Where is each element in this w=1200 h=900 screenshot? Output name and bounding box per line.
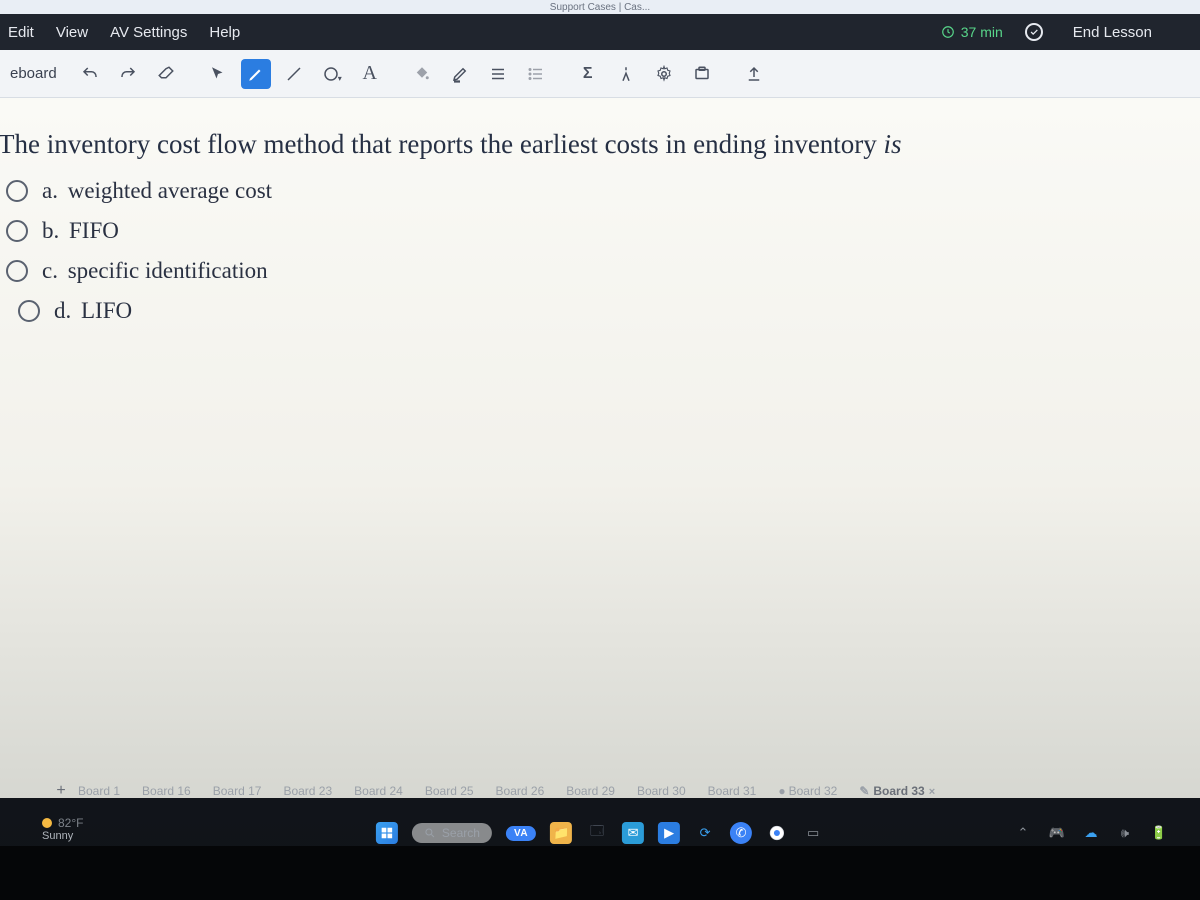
taskbar-app-icon[interactable]: ▶ <box>658 822 680 844</box>
option-a-text: weighted average cost <box>68 178 272 203</box>
taskbar-search[interactable]: Search <box>412 823 492 843</box>
start-button[interactable] <box>376 822 398 844</box>
option-b-letter: b. <box>42 218 59 243</box>
radio-d[interactable] <box>18 300 40 322</box>
option-a: a. weighted average cost <box>6 178 1188 204</box>
taskbar-app-icon[interactable]: ✆ <box>730 822 752 844</box>
radio-a[interactable] <box>6 180 28 202</box>
browser-tab-sliver: Support Cases | Cas... <box>0 0 1200 14</box>
option-c-text: specific identification <box>68 258 268 283</box>
pen-tool[interactable] <box>241 59 271 89</box>
board-tab[interactable]: Board 26 <box>496 784 545 798</box>
list-tool[interactable] <box>521 59 551 89</box>
end-lesson-button[interactable]: End Lesson <box>1073 24 1152 41</box>
board-tab[interactable]: Board 23 <box>283 784 332 798</box>
option-d-letter: d. <box>54 298 71 323</box>
redo-button[interactable] <box>113 59 143 89</box>
lesson-timer: 37 min <box>941 24 1003 40</box>
taskbar-app-icon[interactable]: 📁 <box>550 822 572 844</box>
tray-icon[interactable]: 🕪 <box>1114 822 1136 844</box>
tray-icon[interactable]: 🎮 <box>1046 822 1068 844</box>
monitor-bezel <box>0 846 1200 900</box>
question-italic: is <box>884 129 902 159</box>
whiteboard-content[interactable]: The inventory cost flow method that repo… <box>0 98 1200 798</box>
eraser-tool[interactable] <box>151 59 181 89</box>
upload-tool[interactable] <box>739 59 769 89</box>
tray-icon[interactable]: ☁ <box>1080 822 1102 844</box>
board-tab-viewed[interactable]: ●Board 32 <box>778 784 837 798</box>
highlighter-tool[interactable] <box>445 59 475 89</box>
menu-edit[interactable]: Edit <box>8 24 34 41</box>
option-d: d. LIFO <box>18 298 1188 324</box>
tray-icon[interactable]: ⌃ <box>1012 822 1034 844</box>
board-tab[interactable]: Board 1 <box>78 784 120 798</box>
option-b-text: FIFO <box>69 218 119 243</box>
board-tab[interactable]: Board 31 <box>708 784 757 798</box>
board-tab[interactable]: Board 25 <box>425 784 474 798</box>
board-tab[interactable]: Board 16 <box>142 784 191 798</box>
add-board-button[interactable]: + <box>50 780 72 802</box>
board-tab[interactable]: Board 29 <box>566 784 615 798</box>
pointer-tool[interactable] <box>203 59 233 89</box>
taskbar-app-icon[interactable] <box>766 822 788 844</box>
board-tab[interactable]: Board 30 <box>637 784 686 798</box>
radio-c[interactable] <box>6 260 28 282</box>
board-tabs: + Board 1 Board 16 Board 17 Board 23 Boa… <box>0 774 1200 808</box>
fill-tool[interactable] <box>407 59 437 89</box>
taskbar-app-icon[interactable]: 🗔 <box>586 822 608 844</box>
taskbar-app-icon[interactable]: ⟳ <box>694 822 716 844</box>
shape-tool[interactable]: ▾ <box>317 59 347 89</box>
radio-b[interactable] <box>6 220 28 242</box>
taskbar-app-icon[interactable]: ✉ <box>622 822 644 844</box>
compass-tool[interactable] <box>611 59 641 89</box>
check-circle-icon[interactable] <box>1025 23 1043 41</box>
temperature: 82°F <box>58 817 83 830</box>
close-board-icon[interactable]: × <box>929 786 935 798</box>
app-menubar: Edit View AV Settings Help 37 min End Le… <box>0 14 1200 50</box>
whiteboard-toolbar: eboard ▾ A Σ <box>0 50 1200 98</box>
align-tool[interactable] <box>483 59 513 89</box>
board-tab[interactable]: Board 17 <box>213 784 262 798</box>
line-tool[interactable] <box>279 59 309 89</box>
pencil-icon: ✎ <box>859 784 869 798</box>
option-a-letter: a. <box>42 178 58 203</box>
search-icon <box>424 827 436 839</box>
option-b: b. FIFO <box>6 218 1188 244</box>
weather-widget[interactable]: 82°F Sunny <box>42 817 83 842</box>
weather-condition: Sunny <box>42 830 83 842</box>
browser-tab-title: Support Cases | Cas... <box>550 2 650 13</box>
tray-icon[interactable]: 🔋 <box>1148 822 1170 844</box>
menu-view[interactable]: View <box>56 24 88 41</box>
menu-help[interactable]: Help <box>209 24 240 41</box>
taskbar-center: Search VA 📁 🗔 ✉ ▶ ⟳ ✆ ▭ <box>376 822 824 844</box>
toolbar-label: eboard <box>10 65 57 82</box>
sigma-tool[interactable]: Σ <box>573 59 603 89</box>
clock-icon <box>941 25 955 39</box>
option-c-letter: c. <box>42 258 58 283</box>
menu-av-settings[interactable]: AV Settings <box>110 24 187 41</box>
screenshot-tool[interactable] <box>687 59 717 89</box>
question-main: The inventory cost flow method that repo… <box>0 129 884 159</box>
eye-icon: ● <box>778 784 785 798</box>
text-tool[interactable]: A <box>355 59 385 89</box>
settings-tool[interactable] <box>649 59 679 89</box>
board-tab-current[interactable]: ✎Board 33× <box>859 784 935 798</box>
board-tab[interactable]: Board 24 <box>354 784 403 798</box>
sun-icon <box>42 818 52 828</box>
taskbar-app-icon[interactable]: ▭ <box>802 822 824 844</box>
answer-options: a. weighted average cost b. FIFO c. spec… <box>0 178 1188 324</box>
taskbar-right: ⌃ 🎮 ☁ 🕪 🔋 <box>1012 822 1170 844</box>
timer-value: 37 min <box>961 24 1003 40</box>
search-placeholder: Search <box>442 826 480 840</box>
option-c: c. specific identification <box>6 258 1188 284</box>
undo-button[interactable] <box>75 59 105 89</box>
question-text: The inventory cost flow method that repo… <box>0 126 1188 162</box>
va-badge[interactable]: VA <box>506 826 536 841</box>
option-d-text: LIFO <box>81 298 132 323</box>
